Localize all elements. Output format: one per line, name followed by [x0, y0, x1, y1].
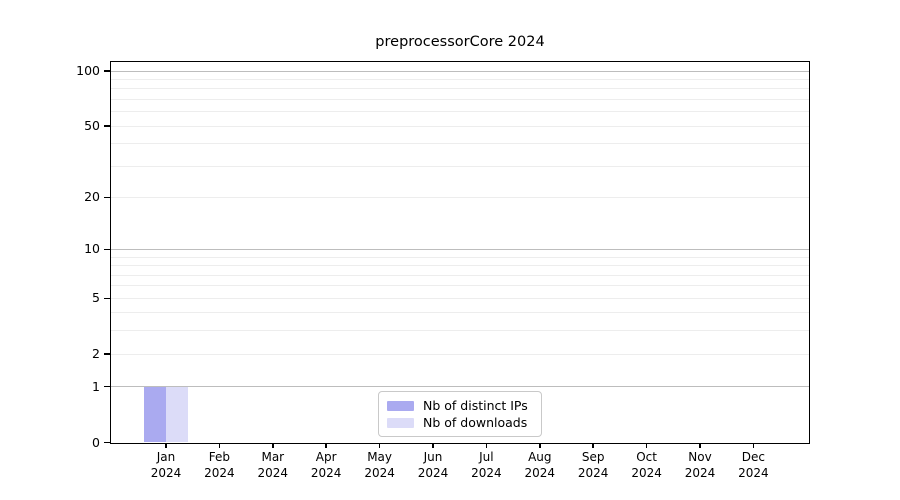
x-tick-mark	[645, 442, 648, 448]
gridline-minor	[111, 78, 809, 80]
gridline-minor	[111, 274, 809, 276]
gridline-minor	[111, 285, 809, 287]
y-tick-mark	[104, 441, 110, 444]
legend-label: Nb of downloads	[423, 415, 528, 431]
x-tick-label: Jan 2024	[150, 450, 182, 480]
y-tick-label: 20	[84, 189, 100, 205]
y-tick-mark	[104, 196, 110, 199]
y-tick-label: 5	[92, 290, 100, 306]
gridline-minor	[111, 353, 809, 355]
gridline-major	[111, 70, 809, 72]
gridline-minor	[111, 98, 809, 100]
x-tick-mark	[432, 442, 434, 448]
gridline-minor	[111, 196, 809, 198]
x-tick-label: Nov 2024	[684, 450, 716, 480]
x-tick-mark	[378, 442, 381, 448]
y-tick-label: 100	[76, 63, 100, 78]
y-tick-mark	[104, 70, 110, 72]
gridline-minor	[111, 297, 809, 299]
x-tick-mark	[752, 442, 755, 448]
gridline-minor	[111, 165, 809, 167]
gridline-major	[111, 386, 809, 388]
bar-nb-of-downloads-jan	[165, 386, 188, 442]
x-tick-mark	[325, 442, 327, 448]
plot-area	[110, 61, 810, 444]
legend-item: Nb of downloads	[387, 415, 533, 433]
y-tick-mark	[104, 125, 110, 127]
y-tick-label: 0	[92, 434, 100, 450]
x-tick-label: Oct 2024	[631, 450, 662, 480]
gridline-minor	[111, 265, 809, 267]
x-tick-label: Aug 2024	[524, 450, 556, 480]
gridline-minor	[111, 125, 809, 127]
x-tick-label: Jul 2024	[471, 450, 502, 480]
y-tick-mark	[104, 385, 110, 388]
x-tick-label: Sep 2024	[577, 450, 609, 480]
x-tick-label: Feb 2024	[204, 450, 235, 480]
x-tick-mark	[539, 442, 541, 448]
y-tick-mark	[104, 248, 110, 251]
y-tick-mark	[104, 297, 110, 300]
x-tick-label: Apr 2024	[310, 450, 342, 480]
x-tick-mark	[592, 442, 594, 448]
gridline-minor	[111, 256, 809, 258]
gridline-minor	[111, 312, 809, 314]
gridline-minor	[111, 88, 809, 90]
x-tick-label: Mar 2024	[257, 450, 289, 480]
y-tick-label: 2	[92, 346, 100, 362]
x-tick-mark	[272, 442, 274, 448]
y-tick-label: 1	[92, 378, 100, 394]
legend-item: Nb of distinct IPs	[387, 397, 533, 415]
bar-nb-of-distinct-ips-jan	[143, 386, 166, 442]
x-tick-mark	[485, 442, 488, 448]
x-tick-mark	[218, 442, 221, 448]
legend: Nb of distinct IPs Nb of downloads	[378, 391, 542, 437]
legend-label: Nb of distinct IPs	[423, 397, 528, 413]
legend-swatch-downloads	[387, 418, 414, 429]
chart-title: preprocessorCore 2024	[375, 34, 545, 50]
gridline-major	[111, 248, 809, 250]
x-tick-label: Jun 2024	[417, 450, 449, 480]
x-tick-label: Dec 2024	[738, 450, 769, 480]
legend-swatch-distinct-ips	[387, 400, 414, 411]
y-tick-label: 10	[84, 241, 100, 257]
y-tick-label: 50	[84, 118, 100, 133]
x-tick-mark	[165, 442, 167, 448]
gridline-minor	[111, 330, 809, 332]
gridline-minor	[111, 143, 809, 145]
x-tick-label: May 2024	[364, 450, 395, 480]
y-tick-mark	[104, 353, 110, 355]
gridline-minor	[111, 111, 809, 113]
x-tick-mark	[699, 442, 701, 448]
